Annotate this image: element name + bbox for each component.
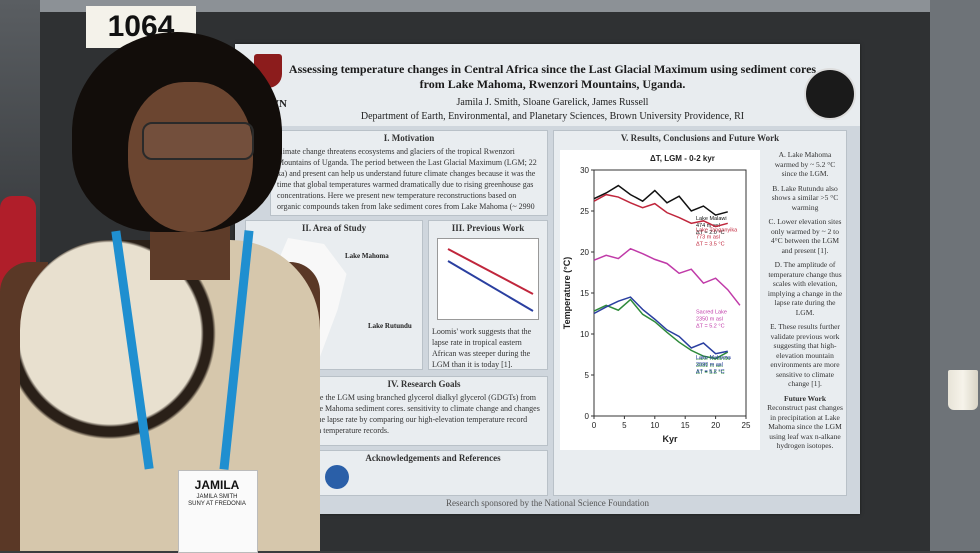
series-label: ΔT = 3.5 °C — [696, 241, 725, 247]
result-point: C. Lower elevation sites only warmed by … — [768, 217, 842, 255]
name-badge — [178, 470, 258, 553]
poster-authors: Jamila J. Smith, Sloane Garelick, James … — [300, 96, 805, 124]
y-tick-label: 25 — [580, 207, 589, 216]
result-point: B. Lake Rutundu also shows a similar >5 … — [771, 183, 839, 212]
study-lake1-label: Lake Mahoma — [345, 252, 389, 260]
poster-title-bar — [235, 44, 860, 126]
series-label: ΔT = 2.0 °C — [696, 230, 725, 236]
previous-text: Loomis' work suggests that the lapse rat… — [432, 327, 532, 369]
series-label: Lake Rutundu — [696, 356, 730, 362]
board-frame-top — [40, 0, 940, 12]
y-axis-label: Temperature (°C) — [562, 257, 572, 329]
poster-title: Assessing temperature changes in Central… — [288, 62, 817, 91]
chart-plot-area: 0 5 10 15 20 25 30 0 5 10 15 20 25 Kyr Temperature (°C… — [562, 166, 751, 444]
results-text-column: A. Lake Mahoma warmed by ~ 5.2 °C since … — [767, 150, 843, 451]
x-tick-label: 15 — [681, 421, 690, 430]
series-label: Lake Tanganyika — [696, 227, 738, 233]
motivation-heading: I. Motivation — [383, 133, 435, 143]
badge-first-name: JAMILA — [194, 478, 240, 492]
lapse-rate-lines — [447, 248, 534, 312]
results-heading: V. Results, Conclusions and Future Work — [620, 133, 780, 143]
y-tick-label: 20 — [580, 248, 589, 257]
acknowledgements-section: Acknowledgements and References — [318, 450, 548, 496]
series-label: Sacred Lake — [696, 309, 727, 315]
future-work-text: Reconstruct past changes in precipitatio… — [767, 403, 843, 450]
y-tick-label: 30 — [580, 166, 589, 175]
eyeglasses — [142, 122, 254, 160]
x-tick-label: 25 — [742, 421, 751, 430]
board-frame-right — [930, 0, 980, 551]
ack-heading: Acknowledgements and References — [365, 453, 501, 463]
motivation-section: I. Motivation climate change threatens e… — [270, 130, 548, 216]
poster-footer: Research sponsored by the National Scien… — [446, 498, 649, 508]
goals-heading: IV. Research Goals — [387, 379, 461, 389]
series-line — [593, 247, 741, 306]
series-label: 2350 m asl — [696, 316, 723, 322]
series-label: 3081 m asl — [696, 363, 723, 369]
previous-heading: III. Previous Work — [451, 223, 525, 233]
series-line — [593, 298, 729, 360]
result-point: A. Lake Mahoma warmed by ~ 5.2 °C since … — [774, 150, 836, 178]
result-point: E. These results further validate previo… — [770, 322, 840, 388]
study-lake2-label: Lake Rutundu — [368, 322, 412, 330]
chart-axes-box — [593, 169, 747, 417]
author-names: Jamila J. Smith, Sloane Garelick, James … — [456, 97, 649, 108]
series-line — [593, 296, 728, 355]
series-label: Lake Mahoma — [696, 355, 732, 361]
result-point: D. The amplitude of temperature change t… — [767, 260, 843, 317]
study-heading: II. Area of Study — [301, 223, 367, 233]
x-tick-label: 0 — [592, 421, 597, 430]
chart-title: ΔT, LGM - 0-2 kyr — [650, 154, 715, 163]
badge-full-name: JAMILA SMITH — [196, 494, 238, 500]
series-line — [593, 193, 728, 228]
paper-cup — [948, 370, 978, 410]
series-label: Lake Malawi — [696, 216, 727, 222]
series-label: ΔT = 5.2 °C — [696, 323, 725, 329]
y-tick-label: 15 — [580, 289, 589, 298]
nsf-logo — [325, 465, 349, 489]
motivation-text: climate change threatens ecosystems and … — [277, 147, 537, 214]
lapse-rate-mini-chart — [437, 238, 539, 320]
series-line — [593, 184, 728, 216]
person-leopard-top — [20, 240, 320, 551]
series-label: ΔT = 5.2 °C — [696, 369, 725, 375]
series-label: 474 m asl — [696, 223, 720, 229]
badge-school: SUNY AT FREDONIA — [188, 501, 246, 507]
y-tick-label: 10 — [580, 330, 589, 339]
series-label: ΔT = 5.5 °C — [696, 370, 725, 376]
author-department: Department of Earth, Environmental, and … — [360, 111, 745, 122]
y-tick-label: 5 — [585, 371, 590, 380]
badge-details: JAMILA SMITH SUNY AT FREDONIA — [178, 494, 256, 508]
x-tick-label: 5 — [622, 421, 627, 430]
temperature-chart: ΔT, LGM - 0-2 kyr 0 5 10 15 20 25 30 0 5 10 15 20 25… — [560, 150, 760, 450]
series-label: 2990 m asl — [696, 362, 723, 368]
future-work-heading: Future Work — [783, 393, 827, 403]
x-tick-label: 10 — [650, 421, 659, 430]
research-goals-section: IV. Research Goals since the LGM using b… — [300, 376, 548, 446]
society-seal-logo — [804, 68, 856, 120]
x-tick-label: 20 — [711, 421, 720, 430]
y-tick-label: 0 — [585, 412, 590, 421]
series-label: 773 m asl — [696, 234, 720, 240]
goals-text: since the LGM using branched glycerol di… — [307, 393, 540, 435]
x-axis-label: Kyr — [662, 434, 678, 444]
